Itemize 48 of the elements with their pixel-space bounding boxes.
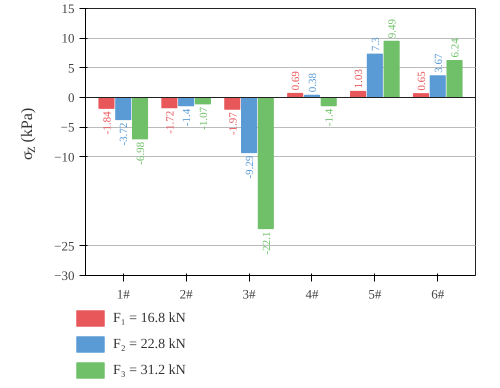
data-label: -1.97	[227, 112, 240, 136]
y-tick-label: 0	[68, 90, 74, 105]
data-label: -1.4	[181, 108, 194, 126]
bar	[366, 54, 383, 98]
bar	[224, 97, 240, 110]
bar	[178, 97, 194, 106]
x-tick-label: 1#	[116, 286, 130, 302]
data-label: 6.24	[450, 38, 462, 58]
bar	[132, 97, 148, 140]
bar	[384, 40, 400, 98]
data-label: -6.98	[135, 141, 148, 165]
data-label: -3.72	[118, 122, 130, 146]
x-tick-label: 6#	[431, 286, 445, 302]
data-label: -22.1	[260, 232, 273, 255]
bar	[430, 75, 446, 98]
bar	[98, 97, 115, 109]
y-tick-label: 15	[62, 1, 74, 16]
data-label: 0.69	[290, 70, 302, 90]
legend-label: F₂ = 22.8 kN	[113, 337, 186, 352]
data-label: 3.67	[432, 52, 445, 73]
bar	[446, 60, 463, 98]
bar	[258, 97, 274, 230]
data-label: 1.03	[353, 68, 366, 88]
data-label: 9.49	[386, 18, 399, 38]
data-label: 7.3	[370, 36, 382, 52]
data-label: -9.29	[244, 155, 256, 179]
data-label: 0.65	[416, 70, 428, 91]
bar	[320, 97, 337, 106]
data-label: -1.72	[164, 110, 176, 134]
y-tick-label: 5	[68, 60, 74, 76]
bar	[115, 97, 132, 120]
y-tick-label: 10	[62, 30, 74, 46]
data-label: -1.84	[101, 110, 114, 134]
y-tick-label: −25	[54, 238, 75, 254]
data-label: 0.38	[306, 72, 319, 92]
data-label: -1.07	[198, 106, 210, 130]
bar	[241, 97, 258, 154]
y-tick-label: −5	[60, 120, 75, 135]
x-tick-label: 4#	[305, 286, 319, 302]
x-tick-label: 2#	[180, 286, 194, 302]
y-tick-label: −30	[54, 268, 75, 283]
x-tick-label: 3#	[242, 286, 256, 302]
y-axis-title: σZ (kPa)	[19, 108, 38, 160]
data-label: -1.4	[324, 108, 336, 126]
legend-label: F₁ = 16.8 kN	[113, 311, 186, 326]
y-tick-label: −10	[54, 149, 75, 164]
legend-label: F₃ = 31.2 kN	[113, 363, 186, 378]
x-tick-label: 5#	[368, 286, 382, 302]
